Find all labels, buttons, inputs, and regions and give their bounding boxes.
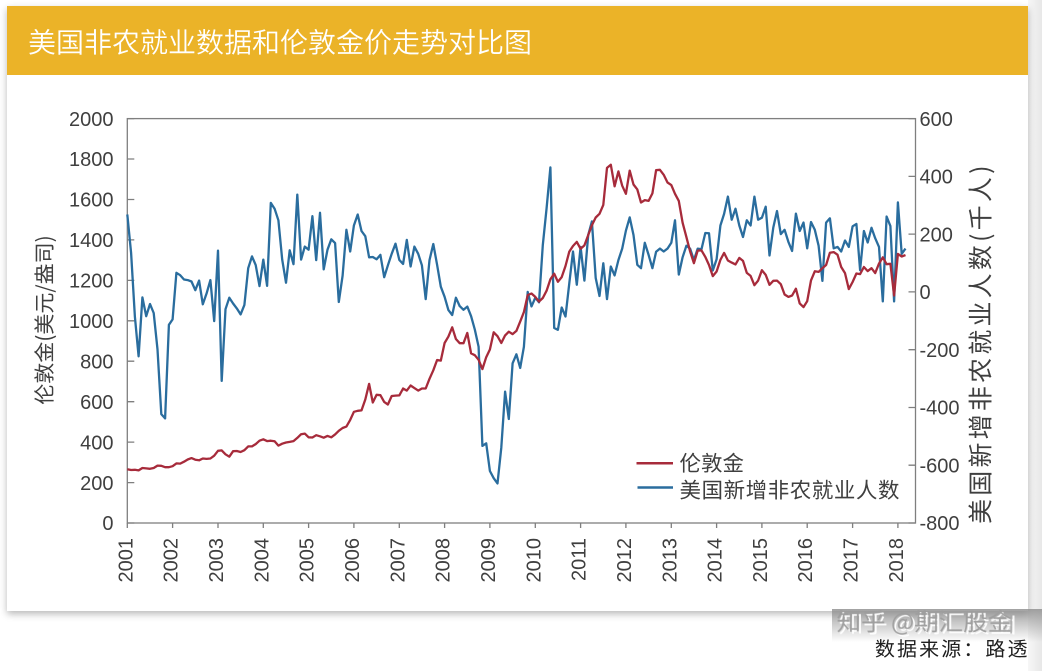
svg-text:200: 200 [920, 224, 953, 246]
svg-text:2009: 2009 [478, 538, 500, 583]
svg-text:2016: 2016 [795, 538, 817, 583]
svg-text:2011: 2011 [569, 538, 591, 581]
svg-text:200: 200 [80, 473, 113, 495]
svg-text:-800: -800 [920, 513, 960, 535]
svg-text:600: 600 [80, 392, 113, 414]
svg-text:1000: 1000 [69, 311, 114, 333]
svg-text:2002: 2002 [161, 538, 183, 583]
svg-text:2003: 2003 [206, 538, 228, 583]
svg-text:400: 400 [80, 432, 113, 454]
svg-text:0: 0 [102, 513, 113, 535]
svg-text:2006: 2006 [342, 538, 364, 583]
svg-text:600: 600 [920, 109, 953, 131]
svg-text:2017: 2017 [841, 538, 863, 583]
svg-text:400: 400 [920, 167, 953, 189]
svg-text:2005: 2005 [297, 538, 319, 583]
svg-text:1800: 1800 [69, 149, 114, 171]
svg-text:2007: 2007 [387, 538, 409, 583]
svg-text:1200: 1200 [69, 271, 114, 293]
svg-text:1600: 1600 [69, 190, 114, 212]
svg-text:2001: 2001 [115, 538, 137, 583]
svg-text:2013: 2013 [659, 538, 681, 583]
svg-text:2015: 2015 [750, 538, 772, 583]
svg-text:2008: 2008 [433, 538, 455, 583]
svg-text:2004: 2004 [251, 538, 273, 583]
svg-text:800: 800 [80, 351, 113, 373]
svg-text:0: 0 [920, 282, 931, 304]
svg-text:-600: -600 [920, 455, 960, 477]
svg-text:2000: 2000 [69, 109, 114, 131]
svg-text:2014: 2014 [705, 538, 727, 583]
svg-text:2010: 2010 [523, 538, 545, 583]
svg-text:-400: -400 [920, 398, 960, 420]
svg-text:1400: 1400 [69, 230, 114, 252]
svg-text:-200: -200 [920, 340, 960, 362]
svg-text:2012: 2012 [614, 538, 636, 583]
svg-text:2018: 2018 [886, 538, 908, 583]
